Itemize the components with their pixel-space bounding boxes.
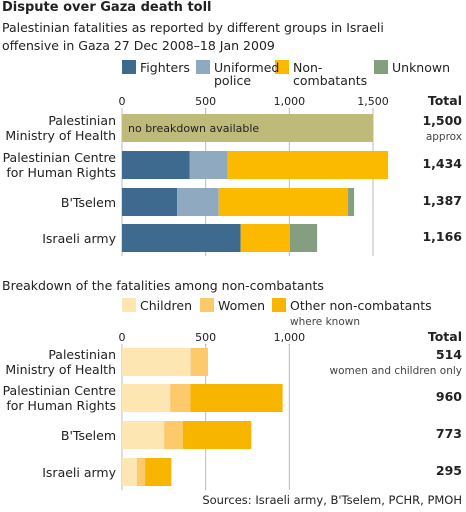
x-tick-label: 500 [195, 331, 216, 344]
legend-note: where known [290, 316, 360, 328]
bar-segment [164, 421, 183, 449]
total-value: 1,500 [422, 113, 462, 128]
bar-segment [122, 348, 191, 376]
legend-label: Uniformed police [214, 60, 280, 88]
legend-swatch [122, 60, 136, 74]
bar-segment [240, 224, 291, 252]
total-value: 1,387 [422, 193, 462, 208]
legend-swatch [275, 60, 289, 74]
legend-swatch [272, 298, 286, 312]
bar-segment [177, 188, 219, 216]
bar-segment [122, 224, 241, 252]
bar-segment [122, 188, 178, 216]
x-tick-label: 1,500 [357, 95, 389, 108]
total-value: 960 [435, 389, 462, 404]
total-value: 514 [435, 347, 462, 362]
bar-segment [136, 458, 146, 486]
bar-segment [190, 348, 209, 376]
x-tick-label: 1,000 [274, 331, 306, 344]
x-tick-label: 0 [119, 331, 126, 344]
total-note: approx [425, 131, 462, 143]
legend-label: Unknown [392, 60, 451, 75]
x-tick-label: 0 [119, 95, 126, 108]
legend-swatch [200, 298, 214, 312]
legend-label: Fighters [140, 60, 190, 75]
category-label: Palestinian Centre for Human Rights [2, 383, 116, 413]
chart-subtitle: Breakdown of the fatalities among non-co… [2, 278, 324, 293]
bar-segment [348, 188, 355, 216]
bar-segment [170, 384, 191, 412]
total-value: 295 [435, 463, 462, 478]
bar-segment [189, 151, 228, 179]
total-value: 1,166 [422, 229, 462, 244]
legend-swatch [374, 60, 388, 74]
category-label: B'Tselem [60, 194, 116, 210]
legend-label: Women [218, 298, 266, 313]
total-note: women and children only [329, 365, 462, 377]
chart-title: Dispute over Gaza death toll [2, 0, 212, 15]
bar-note: no breakdown available [128, 122, 259, 135]
total-header: Total [427, 329, 462, 344]
legend-label: Children [140, 298, 193, 313]
bar-segment [122, 458, 137, 486]
legend-swatch [122, 298, 136, 312]
total-value: 1,434 [422, 156, 462, 171]
bar-segment [182, 421, 252, 449]
total-header: Total [427, 93, 462, 108]
bar-segment [122, 384, 171, 412]
legend-swatch [196, 60, 210, 74]
legend-label: Other non-combatants [290, 298, 432, 313]
bar-segment [218, 188, 349, 216]
bar-segment [190, 384, 283, 412]
total-value: 773 [435, 426, 462, 441]
bar-segment [122, 151, 190, 179]
x-tick-label: 1,000 [274, 95, 306, 108]
category-label: Palestinian Centre for Human Rights [2, 150, 116, 180]
chart-subtitle: Palestinian fatalities as reported by di… [2, 20, 384, 53]
category-label: Israeli army [42, 230, 116, 246]
x-tick-label: 500 [195, 95, 216, 108]
category-label: Palestinian Ministry of Health [5, 347, 116, 377]
legend-label: Non-combatants [293, 60, 368, 88]
bar-segment [122, 421, 165, 449]
bar-segment [145, 458, 172, 486]
bar [122, 114, 373, 142]
source: Sources: Israeli army, B'Tselem, PCHR, P… [202, 493, 462, 507]
bar-segment [227, 151, 389, 179]
bar-segment [290, 224, 318, 252]
category-label: Palestinian Ministry of Health [5, 113, 116, 143]
category-label: Israeli army [42, 464, 116, 480]
category-label: B'Tselem [60, 427, 116, 443]
